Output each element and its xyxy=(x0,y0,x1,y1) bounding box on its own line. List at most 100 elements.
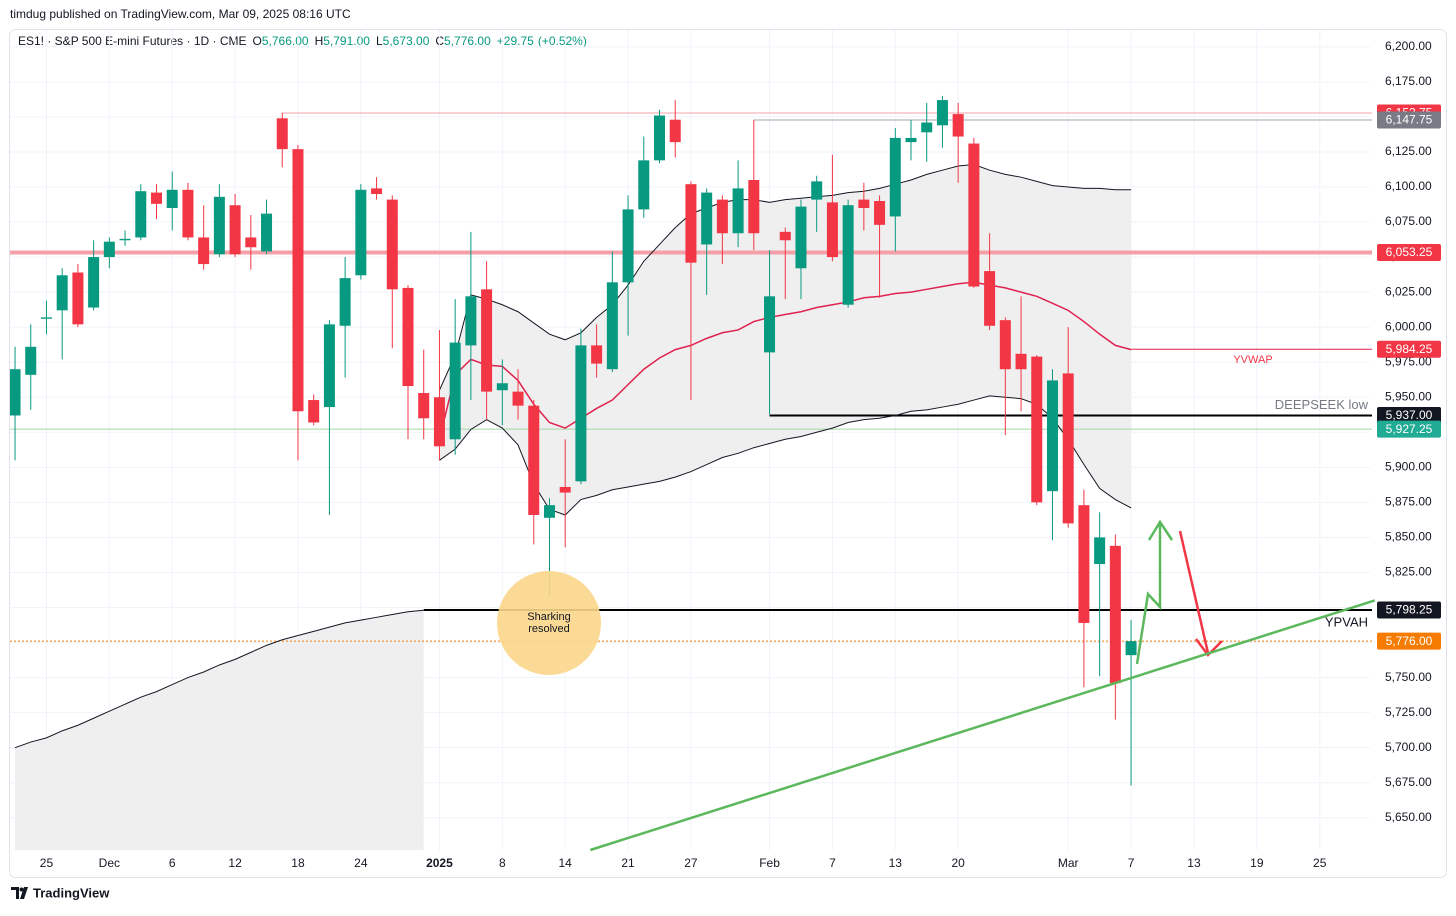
x-tick-label: 12 xyxy=(228,856,242,870)
x-tick-label: 25 xyxy=(1313,856,1327,870)
legend-item: +29.75 xyxy=(497,34,534,48)
legend-item: ES1! · S&P 500 E-mini Futures · 1D · CME xyxy=(18,34,247,48)
x-tick-label: 27 xyxy=(684,856,698,870)
candle-body xyxy=(323,324,335,408)
price-tag xyxy=(1377,111,1441,129)
candle-body xyxy=(936,100,948,126)
legend-item: (+0.52%) xyxy=(538,34,587,48)
candle-body xyxy=(543,505,555,518)
candle-body xyxy=(10,369,21,416)
price-tag xyxy=(1377,340,1441,358)
y-tick-label: 5,900.00 xyxy=(1385,460,1432,474)
candle-body xyxy=(811,181,823,200)
price-tag xyxy=(1377,420,1441,438)
legend: ES1! · S&P 500 E-mini Futures · 1D · CME… xyxy=(18,34,587,48)
candle-body xyxy=(355,189,367,276)
candle-body xyxy=(308,400,320,423)
legend-item: 5,791.00 xyxy=(323,34,370,48)
candle-body xyxy=(716,199,728,234)
candle-body xyxy=(952,114,964,137)
x-tick-label: 14 xyxy=(559,856,573,870)
candle-body xyxy=(481,289,493,392)
band-fill xyxy=(15,610,424,850)
x-tick-label: 21 xyxy=(621,856,635,870)
y-tick-label: 6,075.00 xyxy=(1385,214,1432,228)
candle-body xyxy=(292,149,304,412)
candle-body xyxy=(968,143,980,287)
y-tick-label: 5,650.00 xyxy=(1385,810,1432,824)
candle-body xyxy=(182,189,194,238)
price-tag-label: 5,937.00 xyxy=(1386,408,1433,422)
price-tag xyxy=(1377,632,1441,650)
y-tick-label: 6,200.00 xyxy=(1385,39,1432,53)
candle-body xyxy=(874,201,886,225)
annotation-circle xyxy=(497,571,601,675)
candle-body xyxy=(56,275,68,311)
candle-body xyxy=(905,137,917,143)
y-tick-label: 5,725.00 xyxy=(1385,705,1432,719)
candle-body xyxy=(732,188,744,234)
y-tick-label: 5,975.00 xyxy=(1385,354,1432,368)
candle-body xyxy=(528,405,540,515)
candle-body xyxy=(622,209,634,283)
up-arrow-head xyxy=(1147,519,1174,541)
x-tick-label: 6 xyxy=(169,856,176,870)
indicator-line xyxy=(438,164,1132,391)
axes: 5,650.00 5,675.00 5,700.00 5,725.00 5,750.00… xyxy=(40,39,1441,870)
candle-body xyxy=(465,296,477,346)
y-tick-label: 6,175.00 xyxy=(1385,74,1432,88)
candle-body xyxy=(276,118,288,150)
candle-body xyxy=(779,231,791,241)
logo xyxy=(11,887,28,899)
y-tick-label: 6,000.00 xyxy=(1385,319,1432,333)
candle-body xyxy=(591,345,603,364)
y-tick-label: 5,950.00 xyxy=(1385,389,1432,403)
candle-body xyxy=(1125,641,1137,656)
candle-body xyxy=(151,192,163,204)
candle-body xyxy=(842,205,854,305)
x-tick-label: 7 xyxy=(829,856,836,870)
legend-item: 5,673.00 xyxy=(383,34,430,48)
candle-body xyxy=(40,317,52,319)
x-tick-label: 20 xyxy=(951,856,965,870)
x-tick-label: 25 xyxy=(40,856,54,870)
up-arrow xyxy=(1135,524,1162,665)
candle-body xyxy=(213,196,225,255)
candle-body xyxy=(984,271,996,326)
candle-body xyxy=(638,160,650,210)
x-tick-label: 18 xyxy=(291,856,305,870)
candle-body xyxy=(575,345,587,482)
x-tick-label: Dec xyxy=(99,856,120,870)
candle-body xyxy=(1015,353,1027,370)
candle-body xyxy=(1078,505,1090,623)
y-tick-label: 5,675.00 xyxy=(1385,775,1432,789)
candle-body xyxy=(402,287,414,387)
candle-body xyxy=(371,188,383,194)
candle-body xyxy=(25,346,37,375)
candle-body xyxy=(339,278,351,326)
x-tick-label: 2025 xyxy=(426,856,453,870)
price-tag-label: 5,776.00 xyxy=(1386,634,1433,648)
x-tick-label: 13 xyxy=(889,856,903,870)
candle-body xyxy=(418,393,430,419)
candle-body xyxy=(433,397,445,447)
candle-body xyxy=(72,272,84,325)
price-tag-label: 6,053.25 xyxy=(1386,245,1433,259)
plot-area xyxy=(10,95,1372,850)
down-arrow-head xyxy=(1195,638,1223,657)
candle-body xyxy=(748,179,760,234)
candle-body xyxy=(701,192,713,245)
x-tick-label: Mar xyxy=(1058,856,1079,870)
candle-body xyxy=(386,199,398,290)
candle-body xyxy=(496,383,508,391)
candle-body xyxy=(795,206,807,269)
candle-body xyxy=(921,122,933,133)
price-tag-label: 5,984.25 xyxy=(1386,342,1433,356)
candle-body xyxy=(858,199,870,209)
price-tag-label: 6,147.75 xyxy=(1386,113,1433,127)
legend-item: L xyxy=(376,34,383,48)
y-tick-label: 5,850.00 xyxy=(1385,530,1432,544)
candle-body xyxy=(889,137,901,217)
candle-body xyxy=(198,237,210,265)
level-name: YPVAH xyxy=(1325,614,1368,629)
